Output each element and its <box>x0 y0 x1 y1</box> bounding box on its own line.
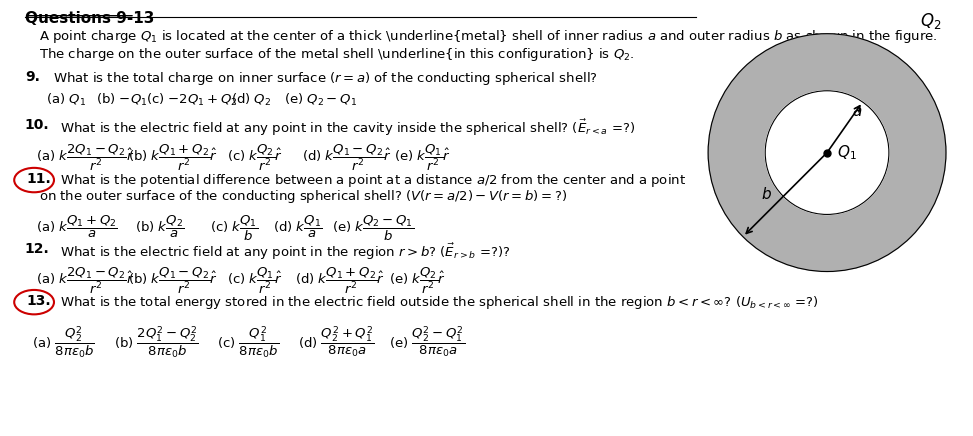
Text: 12.: 12. <box>25 242 50 256</box>
Text: 11.: 11. <box>26 172 51 186</box>
Text: What is the total energy stored in the electric field outside the spherical shel: What is the total energy stored in the e… <box>60 294 819 311</box>
Text: (b) $-Q_1$: (b) $-Q_1$ <box>96 92 147 108</box>
Text: (a) $\dfrac{Q_2^2}{8\pi\epsilon_0 b}$: (a) $\dfrac{Q_2^2}{8\pi\epsilon_0 b}$ <box>32 325 94 361</box>
Text: $Q_1$: $Q_1$ <box>837 143 856 162</box>
Text: (c) $k\dfrac{Q_1}{b}$: (c) $k\dfrac{Q_1}{b}$ <box>209 214 258 243</box>
Text: What is the electric field at any point in the region $r > b$? $(\vec{E}_{r>b}$ : What is the electric field at any point … <box>60 242 511 262</box>
Text: (d) $\dfrac{Q_2^2+Q_1^2}{8\pi\epsilon_0 a}$: (d) $\dfrac{Q_2^2+Q_1^2}{8\pi\epsilon_0 … <box>299 325 375 360</box>
Text: (e) $Q_2 - Q_1$: (e) $Q_2 - Q_1$ <box>284 92 357 108</box>
Text: on the outer surface of the conducting spherical shell? $(V(r=a/2) - V(r=b)=?)$: on the outer surface of the conducting s… <box>39 188 567 205</box>
Text: The charge on the outer surface of the metal shell \underline{in this configurat: The charge on the outer surface of the m… <box>39 46 634 63</box>
Text: (a) $k\dfrac{2Q_1-Q_2}{r^2}\hat{r}$: (a) $k\dfrac{2Q_1-Q_2}{r^2}\hat{r}$ <box>35 266 133 296</box>
Text: (e) $k\dfrac{Q_2-Q_1}{b}$: (e) $k\dfrac{Q_2-Q_1}{b}$ <box>333 214 414 243</box>
Text: (b) $k\dfrac{Q_2}{a}$: (b) $k\dfrac{Q_2}{a}$ <box>135 214 184 240</box>
Text: (a) $k\dfrac{2Q_1-Q_2}{r^2}\hat{r}$: (a) $k\dfrac{2Q_1-Q_2}{r^2}\hat{r}$ <box>35 143 133 174</box>
Text: (d) $k\dfrac{Q_1}{a}$: (d) $k\dfrac{Q_1}{a}$ <box>273 214 323 240</box>
Text: (c) $k\dfrac{Q_2}{r^2}\hat{r}$: (c) $k\dfrac{Q_2}{r^2}\hat{r}$ <box>228 143 283 174</box>
Text: What is the potential difference between a point at a distance $a/2$ from the ce: What is the potential difference between… <box>60 172 687 189</box>
Text: (c) $k\dfrac{Q_1}{r^2}\hat{r}$: (c) $k\dfrac{Q_1}{r^2}\hat{r}$ <box>228 266 283 296</box>
Text: $Q_2$: $Q_2$ <box>919 11 941 31</box>
Text: (d) $k\dfrac{Q_1-Q_2}{r^2}\hat{r}$: (d) $k\dfrac{Q_1-Q_2}{r^2}\hat{r}$ <box>302 143 392 174</box>
Text: 9.: 9. <box>25 70 40 84</box>
Text: (a) $Q_1$: (a) $Q_1$ <box>46 92 87 108</box>
Text: 13.: 13. <box>26 294 51 308</box>
Text: (a) $k\dfrac{Q_1+Q_2}{a}$: (a) $k\dfrac{Q_1+Q_2}{a}$ <box>35 214 118 240</box>
Text: 10.: 10. <box>25 118 50 132</box>
Text: (d) $k\dfrac{Q_1+Q_2}{r^2}\hat{r}$: (d) $k\dfrac{Q_1+Q_2}{r^2}\hat{r}$ <box>295 266 384 296</box>
Text: (c) $-2Q_1 + Q_2$: (c) $-2Q_1 + Q_2$ <box>146 92 237 108</box>
Text: (e) $\dfrac{Q_2^2-Q_1^2}{8\pi\epsilon_0 a}$: (e) $\dfrac{Q_2^2-Q_1^2}{8\pi\epsilon_0 … <box>388 325 464 360</box>
Text: Questions 9-13: Questions 9-13 <box>25 11 155 26</box>
Text: (c) $\dfrac{Q_1^2}{8\pi\epsilon_0 b}$: (c) $\dfrac{Q_1^2}{8\pi\epsilon_0 b}$ <box>217 325 278 361</box>
Text: a: a <box>852 104 862 119</box>
Text: (e) $k\dfrac{Q_2}{r^2}\hat{r}$: (e) $k\dfrac{Q_2}{r^2}\hat{r}$ <box>389 266 446 296</box>
Text: What is the electric field at any point in the cavity inside the spherical shell: What is the electric field at any point … <box>60 118 635 138</box>
Text: (d) $Q_2$: (d) $Q_2$ <box>231 92 271 108</box>
Text: A point charge $Q_1$ is located at the center of a thick \underline{metal} shell: A point charge $Q_1$ is located at the c… <box>39 28 938 45</box>
Text: (b) $k\dfrac{Q_1+Q_2}{r^2}\hat{r}$: (b) $k\dfrac{Q_1+Q_2}{r^2}\hat{r}$ <box>127 143 218 174</box>
Circle shape <box>765 91 889 215</box>
Text: (b) $\dfrac{2Q_1^2-Q_2^2}{8\pi\epsilon_0 b}$: (b) $\dfrac{2Q_1^2-Q_2^2}{8\pi\epsilon_0… <box>114 325 198 361</box>
Text: b: b <box>761 187 771 202</box>
Text: (e) $k\dfrac{Q_1}{r^2}\hat{r}$: (e) $k\dfrac{Q_1}{r^2}\hat{r}$ <box>394 143 451 174</box>
Text: (b) $k\dfrac{Q_1-Q_2}{r^2}\hat{r}$: (b) $k\dfrac{Q_1-Q_2}{r^2}\hat{r}$ <box>127 266 218 296</box>
Circle shape <box>765 91 889 215</box>
Text: What is the total charge on inner surface $(r = a)$ of the conducting spherical : What is the total charge on inner surfac… <box>54 70 598 87</box>
Circle shape <box>708 34 946 272</box>
